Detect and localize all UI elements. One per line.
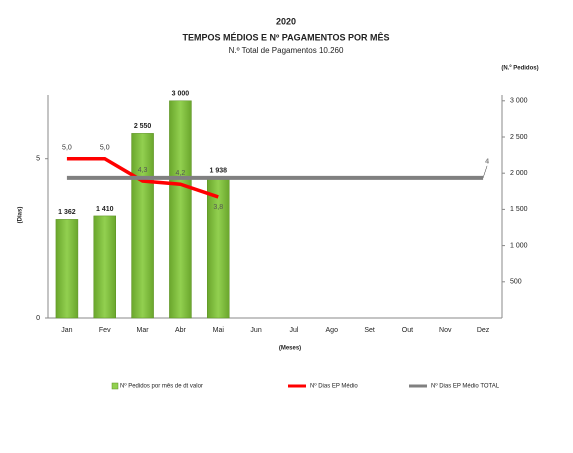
legend-label: Nº Pedidos por mês de dt valor [120, 383, 203, 390]
line [66, 156, 219, 199]
bar [55, 219, 79, 319]
x-tick-label: Jun [250, 327, 261, 334]
x-tick-label: Mar [137, 327, 150, 334]
legend-swatch [111, 382, 119, 390]
bar-label: 1 938 [209, 168, 227, 175]
legend-label: Nº Dias EP Médio [310, 383, 358, 390]
y2-tick-label: 1 500 [510, 206, 528, 213]
x-tick-label: Ago [326, 327, 339, 334]
line-label: 4,2 [176, 170, 186, 177]
x-tick-label: Jul [289, 327, 298, 334]
y-tick-label: 0 [36, 315, 40, 322]
bar [207, 177, 230, 319]
leader [482, 165, 488, 178]
y2-tick-label: 500 [510, 279, 522, 286]
line-label: 5,0 [62, 145, 72, 152]
line-label: 3,8 [213, 204, 223, 211]
y2-label: (N.º Pedidos) [501, 66, 538, 72]
bar [169, 100, 192, 319]
bar [131, 133, 154, 319]
bar-label: 1 362 [58, 209, 76, 216]
y2-tick-label: 2 500 [510, 134, 528, 141]
x-tick-label: Jan [61, 327, 72, 334]
x-tick-label: Fev [99, 327, 111, 334]
y2-tick-label: 3 000 [510, 98, 528, 105]
y-label: (Dias) [18, 207, 24, 224]
chart-note: N.º Total de Pagamentos 10.260 [229, 46, 344, 55]
x-tick-label: Set [364, 327, 375, 334]
chart-subtitle: TEMPOS MÉDIOS E Nº PAGAMENTOS POR MÊS [183, 31, 390, 42]
x-tick-label: Dez [477, 327, 490, 334]
x-label: (Meses) [279, 346, 301, 352]
y2-tick-label: 1 000 [510, 242, 528, 249]
bar [93, 215, 116, 319]
x-tick-label: Out [402, 327, 413, 334]
bar-label: 3 000 [172, 91, 190, 98]
line-label: 4 [485, 159, 489, 166]
chart-title: 2020 [276, 16, 296, 26]
line-label: 4,3 [138, 167, 148, 174]
legend-label: Nº Dias EP Médio TOTAL [431, 383, 500, 390]
line-label: 5,0 [100, 145, 110, 152]
bar-label: 1 410 [96, 206, 114, 213]
x-tick-label: Mai [213, 327, 225, 334]
y-tick-label: 5 [36, 156, 40, 163]
x-tick-label: Nov [439, 327, 452, 334]
x-tick-label: Abr [175, 327, 187, 334]
y2-tick-label: 2 000 [510, 170, 528, 177]
bar-label: 2 550 [134, 123, 152, 130]
